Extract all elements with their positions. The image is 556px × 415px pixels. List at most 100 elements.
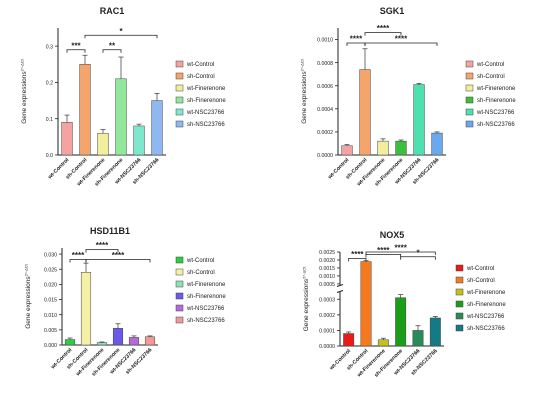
y-axis-label-superscript: 2^-ΔCt — [300, 58, 305, 71]
significance-label: **** — [395, 35, 408, 44]
legend-swatch — [175, 72, 184, 80]
significance-label: **** — [351, 250, 364, 259]
significance-label: **** — [112, 251, 125, 260]
legend-label: sh-Control — [467, 278, 495, 284]
legend-swatch — [175, 304, 184, 312]
significance-bracket — [365, 253, 402, 258]
significance-label: **** — [72, 251, 85, 260]
bar-sh-finerenone — [115, 78, 127, 156]
bar-sh-finerenone — [112, 328, 124, 346]
y-tick-label: 0.025 — [44, 267, 57, 273]
legend-swatch — [455, 276, 464, 284]
y-tick-label: 0.0005 — [319, 282, 335, 288]
legend-swatch — [455, 288, 464, 296]
significance-label: *** — [71, 41, 81, 50]
y-tick-label: 0.0008 — [317, 61, 333, 67]
legend-label: sh-NSC23766 — [187, 318, 225, 324]
bar-wt-finerenone — [97, 132, 109, 156]
bar-wt-nsc23766 — [413, 84, 425, 156]
significance-bracket — [348, 257, 367, 262]
significance-label: **** — [394, 244, 407, 253]
y-tick-label: 0.0020 — [319, 258, 335, 264]
chart-title: NOX5 — [380, 230, 405, 240]
legend-label: sh-Control — [477, 74, 505, 80]
chart-sgk1: SGK1 0.0000 0.0002 0.0004 0.0006 0.0008 0.0010… — [300, 6, 517, 188]
y-tick-label: 0.0006 — [317, 84, 333, 90]
y-tick-label: 0.1 — [46, 117, 53, 123]
y-tick-label: 0.0002 — [319, 313, 335, 319]
chart-rac1: RAC1 0.0 0.1 0.2 0.3 Gene expressions2^-ΔCt wt… — [20, 6, 227, 188]
significance-label: **** — [350, 35, 363, 44]
legend-swatch — [175, 292, 184, 300]
legend-swatch — [175, 316, 184, 324]
bar-sh-nsc23766 — [151, 100, 163, 156]
bar-sh-finerenone — [395, 297, 407, 347]
legend-label: sh-NSC23766 — [187, 122, 225, 128]
legend-label: wt-NSC23766 — [466, 314, 505, 320]
chart-title: HSD11B1 — [90, 226, 130, 236]
significance-bracket — [400, 256, 436, 260]
y-axis-label-superscript: 2^-ΔCt — [302, 266, 307, 279]
significance-bracket — [66, 49, 86, 53]
legend-label: wt-Control — [186, 62, 214, 68]
legend-label: wt-Finerenone — [186, 282, 226, 288]
legend-label: sh-NSC23766 — [477, 122, 515, 128]
legend-label: wt-Control — [466, 266, 494, 272]
legend-swatch — [175, 268, 184, 276]
bar-sh-nsc23766 — [431, 132, 443, 156]
y-axis-label: Gene expressions2^-ΔCt — [24, 263, 33, 328]
legend-label: wt-Finerenone — [466, 290, 506, 296]
legend-label: wt-NSC23766 — [186, 110, 225, 116]
legend-swatch — [455, 264, 464, 272]
legend-label: sh-Control — [187, 270, 215, 276]
axis-break-mark — [336, 290, 344, 293]
y-tick-label: 0.010 — [44, 313, 57, 319]
bar-wt-finerenone — [96, 342, 108, 346]
legend-label: wt-Finerenone — [186, 86, 226, 92]
significance-bracket — [85, 259, 151, 263]
bar-sh-control — [79, 64, 91, 156]
legend-swatch — [465, 96, 474, 104]
legend-swatch — [465, 72, 474, 80]
significance-label: **** — [377, 24, 390, 33]
legend-swatch — [175, 256, 184, 264]
y-tick-label: 0.0015 — [319, 266, 335, 272]
y-tick-label: 0.3 — [46, 44, 53, 50]
significance-label: * — [119, 27, 123, 36]
bar-wt-nsc23766 — [412, 330, 424, 347]
legend-swatch — [175, 120, 184, 128]
axis-break-mark — [336, 284, 344, 287]
y-axis-label-superscript: 2^-ΔCt — [20, 58, 25, 71]
legend-label: wt-NSC23766 — [476, 110, 515, 116]
significance-label: ** — [109, 41, 116, 50]
significance-bracket — [364, 32, 402, 36]
legend-label: sh-Control — [187, 74, 215, 80]
significance-label: **** — [377, 246, 390, 255]
y-tick-label: 0.0000 — [319, 344, 335, 350]
y-tick-label: 0.0000 — [317, 153, 333, 159]
y-axis-label: Gene expressions2^-ΔCt — [20, 58, 29, 123]
y-tick-label: 0.0 — [46, 153, 53, 159]
bar-sh-control — [80, 272, 92, 346]
chart-title: SGK1 — [380, 6, 405, 16]
legend-swatch — [455, 312, 464, 320]
legend-label: sh-NSC23766 — [467, 326, 505, 332]
bar-sh-control — [360, 261, 372, 347]
legend-swatch — [175, 60, 184, 68]
y-axis-label-text: Gene expressions — [301, 71, 308, 124]
significance-label: **** — [96, 241, 109, 250]
legend-label: wt-Finerenone — [476, 86, 516, 92]
significance-bracket — [365, 251, 436, 255]
bar-wt-control — [343, 333, 355, 347]
legend-swatch — [465, 84, 474, 92]
legend-swatch — [465, 120, 474, 128]
y-tick-label: 0.0003 — [319, 297, 335, 303]
bar-wt-finerenone — [377, 140, 389, 156]
y-tick-label: 0.005 — [44, 328, 57, 334]
y-axis-label: Gene expressions2^-ΔCt — [302, 266, 311, 331]
significance-bracket — [84, 34, 158, 39]
legend-label: sh-Finerenone — [187, 98, 226, 104]
bar-wt-finerenone — [377, 339, 389, 347]
y-tick-label: 0.0004 — [317, 107, 333, 113]
